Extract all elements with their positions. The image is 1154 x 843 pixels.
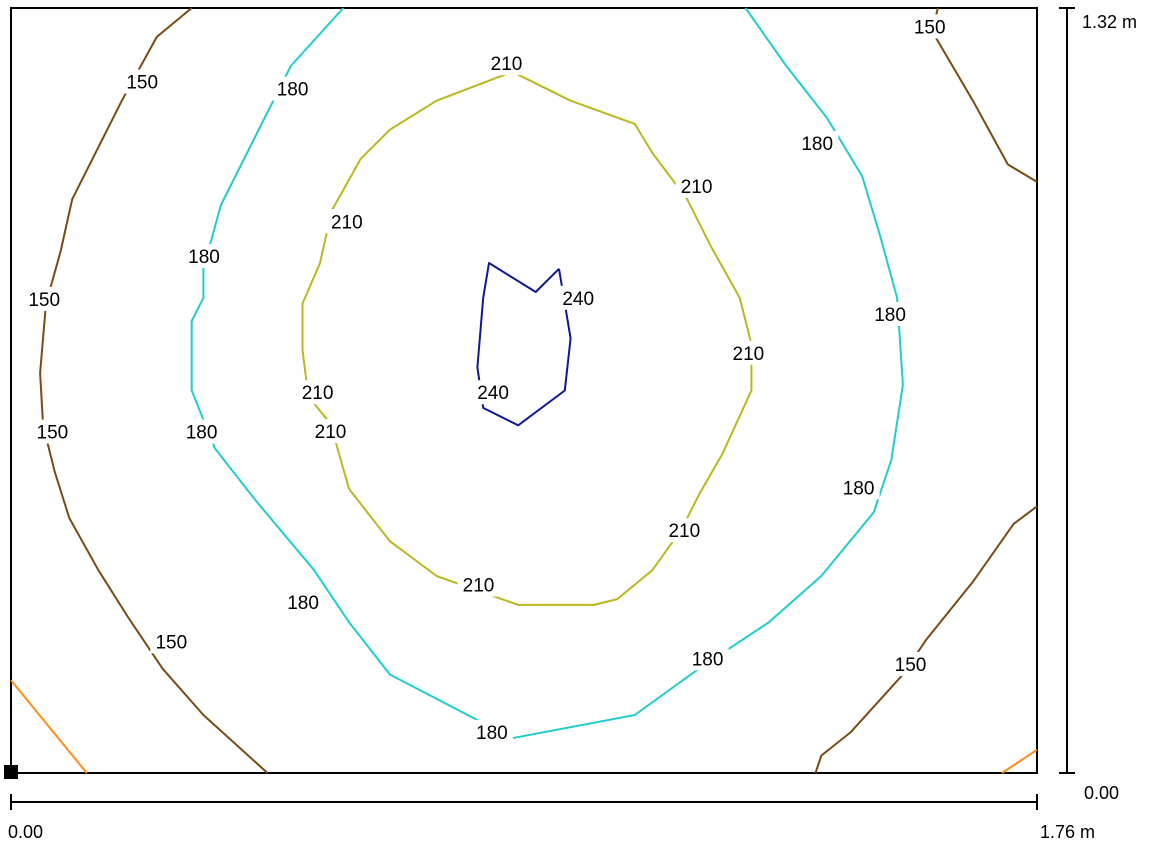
contour-label-bg — [183, 244, 225, 268]
contour-label-240: 240 — [562, 289, 594, 310]
contour-label-210: 210 — [668, 521, 700, 542]
contour-label-180: 180 — [874, 305, 906, 326]
contour-label-210: 210 — [733, 344, 765, 365]
contour-label-150: 150 — [914, 18, 946, 39]
contour-label-150: 150 — [155, 632, 187, 653]
contour-label-180: 180 — [843, 478, 875, 499]
contour-label-bg — [663, 518, 706, 543]
contour-lines — [10, 7, 1038, 774]
x-axis-start-label: 0.00 — [8, 822, 43, 842]
contour-label-bg — [908, 14, 951, 39]
contour-label-bg — [31, 419, 74, 444]
contour-label-bg — [686, 646, 729, 671]
contour-line-150-3 — [814, 505, 1038, 774]
contour-labels: 150 150 150 150 150 150 180 180 180 180 180 180 180 1… — [23, 14, 951, 744]
contour-label-bg — [485, 51, 528, 76]
contour-label-bg — [457, 572, 500, 597]
contour-label-210: 210 — [681, 177, 713, 198]
contour-label-bg — [796, 131, 839, 155]
contour-label-bg — [470, 719, 513, 744]
y-axis-end-label: 1.32 m — [1082, 12, 1137, 32]
contour-label-180: 180 — [186, 423, 218, 444]
contour-label-180: 180 — [692, 649, 724, 670]
contour-label-210: 210 — [302, 383, 334, 404]
contour-label-bg — [271, 76, 314, 101]
contour-label-bg — [309, 419, 352, 444]
contour-line-180-2 — [512, 7, 904, 740]
contour-label-150: 150 — [37, 423, 69, 444]
contour-label-210: 210 — [315, 422, 347, 443]
contour-label-210: 210 — [463, 576, 495, 597]
contour-label-bg — [150, 629, 193, 654]
contour-label-bg — [727, 340, 770, 365]
contour-label-150: 150 — [895, 655, 927, 676]
contour-label-240: 240 — [477, 383, 509, 404]
contour-label-180: 180 — [188, 247, 220, 268]
contour-label-150: 150 — [28, 290, 60, 311]
contour-label-180: 180 — [801, 134, 833, 155]
contour-line-120-2 — [1001, 748, 1038, 774]
contour-label-bg — [282, 590, 325, 614]
contour-label-bg — [675, 173, 718, 198]
contour-label-bg — [557, 285, 600, 310]
contour-label-210: 210 — [331, 212, 363, 233]
origin-marker — [4, 765, 18, 779]
contour-line-120-1 — [10, 679, 88, 774]
plot-frame — [10, 7, 1038, 774]
contour-label-150: 150 — [126, 73, 158, 94]
contour-line-180-1 — [190, 7, 513, 740]
contour-line-210-1 — [301, 70, 753, 606]
contour-label-bg — [121, 69, 164, 94]
contour-label-180: 180 — [476, 723, 508, 744]
contour-label-bg — [296, 380, 339, 405]
contour-label-180: 180 — [277, 80, 309, 101]
contour-label-210: 210 — [491, 54, 523, 75]
contour-line-150-1 — [39, 7, 269, 774]
contour-label-bg — [180, 419, 223, 444]
contour-label-bg — [472, 380, 515, 405]
contour-label-bg — [23, 286, 66, 311]
contour-label-bg — [889, 652, 932, 676]
contour-label-180: 180 — [287, 593, 319, 614]
contour-label-bg — [837, 475, 880, 500]
x-axis-end-label: 1.76 m — [1040, 822, 1095, 842]
contour-label-bg — [869, 302, 912, 326]
contour-label-bg — [325, 209, 368, 234]
y-axis-start-label: 0.00 — [1084, 783, 1119, 803]
